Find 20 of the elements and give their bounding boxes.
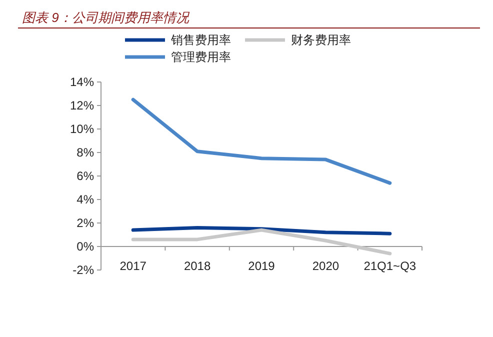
y-tick-label: 4%	[76, 192, 94, 206]
y-tick-label: 14%	[70, 75, 94, 89]
y-tick-label: 12%	[70, 98, 94, 112]
y-tick-label: 8%	[76, 146, 94, 160]
line-series	[131, 98, 392, 185]
x-tick-label: 21Q1~Q3	[364, 259, 416, 273]
x-tick-label: 2019	[248, 259, 276, 273]
y-tick-label: 0%	[76, 240, 94, 254]
legend-label: 管理费用率	[171, 50, 231, 64]
y-tick-label: 10%	[70, 122, 94, 136]
legend-label: 财务费用率	[291, 33, 351, 47]
x-tick-label: 2020	[312, 259, 340, 273]
chart-title: 图表 9：公司期间费用率情况	[22, 10, 190, 25]
y-tick-label: 2%	[76, 216, 94, 230]
x-tick-label: 2018	[184, 259, 211, 273]
x-tick-label: 2017	[120, 259, 147, 273]
line-series	[131, 228, 392, 256]
y-tick-label: 6%	[76, 169, 94, 183]
legend-label: 销售费用率	[170, 33, 231, 47]
y-tick-label: -2%	[72, 263, 94, 277]
